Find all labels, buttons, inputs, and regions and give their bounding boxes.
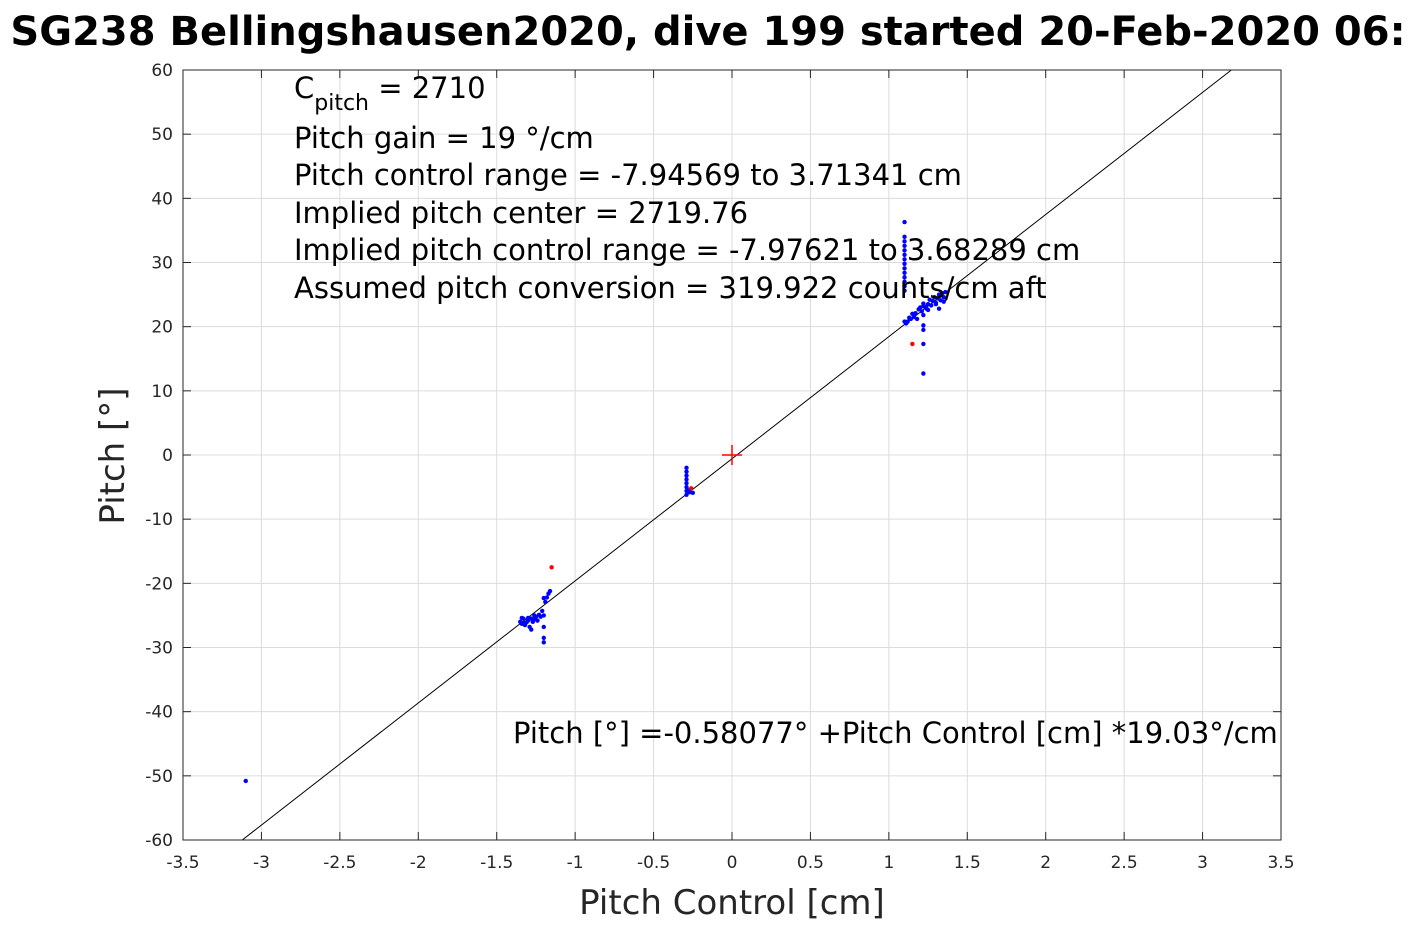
data-point <box>902 261 907 266</box>
data-point-red <box>549 565 554 570</box>
x-tick-label: -1.5 <box>480 853 513 873</box>
y-tick-label: 10 <box>151 382 173 402</box>
data-point-red <box>689 486 694 491</box>
data-point <box>519 615 525 621</box>
data-point-red <box>910 341 915 347</box>
data-point <box>529 627 534 632</box>
data-point <box>902 239 907 244</box>
data-point <box>541 635 546 641</box>
y-tick-label: -30 <box>145 639 173 659</box>
data-point <box>921 323 926 328</box>
implied-range-annotation: Implied pitch control range = -7.97621 t… <box>294 233 1080 267</box>
fit-equation-annotation: Pitch [°] =-0.58077° +Pitch Control [cm]… <box>513 716 1278 750</box>
x-tick-label: 3 <box>1197 853 1208 873</box>
y-tick-label: 30 <box>151 254 173 274</box>
center-marker <box>722 445 742 465</box>
data-point <box>902 266 907 271</box>
data-point <box>243 778 248 784</box>
data-point <box>921 341 926 347</box>
y-tick-label: 0 <box>162 446 173 466</box>
data-points <box>243 219 948 784</box>
data-point <box>921 312 926 318</box>
data-point <box>902 257 907 262</box>
x-tick-label: 2 <box>1040 853 1051 873</box>
x-tick-label: 2.5 <box>1111 853 1138 873</box>
data-point <box>925 307 931 313</box>
data-point <box>684 465 689 471</box>
data-point <box>532 613 537 618</box>
data-point <box>690 490 695 496</box>
data-point <box>684 492 689 497</box>
y-tick-label: 50 <box>151 125 173 145</box>
data-point <box>535 618 540 623</box>
data-point <box>684 481 689 486</box>
y-tick-label: -40 <box>145 703 173 723</box>
data-point <box>921 371 926 376</box>
data-point <box>541 640 546 645</box>
data-point <box>902 288 907 293</box>
y-tick-label: -60 <box>145 831 173 851</box>
x-tick-label: -0.5 <box>637 853 670 873</box>
x-tick-label: -2 <box>410 853 427 873</box>
data-point <box>902 219 907 225</box>
y-tick-label: 40 <box>151 189 173 209</box>
data-point <box>547 588 553 594</box>
x-tick-label: -3.5 <box>166 853 199 873</box>
x-tick-label: 0 <box>727 853 738 873</box>
data-point <box>933 302 939 307</box>
x-axis-label: Pitch Control [cm] <box>579 883 885 923</box>
control-range-annotation: Pitch control range = -7.94569 to 3.7134… <box>294 158 962 192</box>
y-tick-label: 60 <box>151 61 173 81</box>
x-tick-label: -2.5 <box>323 853 356 873</box>
data-point <box>541 624 546 630</box>
data-point <box>921 327 926 333</box>
data-point <box>941 294 946 300</box>
data-point <box>902 275 907 280</box>
x-tick-label: -1 <box>567 853 584 873</box>
data-point <box>540 608 545 614</box>
data-point <box>902 252 907 257</box>
data-point <box>525 615 531 621</box>
c-pitch-annotation: Cpitch = 2710 <box>294 71 486 116</box>
implied-center-annotation: Implied pitch center = 2719.76 <box>294 196 748 230</box>
data-point <box>902 279 907 284</box>
x-tick-label: -3 <box>253 853 270 873</box>
data-point <box>941 299 946 304</box>
y-axis-label: Pitch [°] <box>93 387 133 524</box>
data-point <box>902 243 907 249</box>
data-point <box>684 477 689 482</box>
data-point <box>936 306 942 311</box>
data-point <box>684 469 689 474</box>
pitch-gain-annotation: Pitch gain = 19 °/cm <box>294 121 594 155</box>
data-point <box>913 310 918 316</box>
data-point <box>914 316 920 322</box>
data-point <box>902 270 907 275</box>
data-point <box>684 473 689 478</box>
y-tick-label: -10 <box>145 510 173 530</box>
y-tick-label: -50 <box>145 767 173 787</box>
x-tick-label: 3.5 <box>1267 853 1294 873</box>
data-point <box>544 595 550 600</box>
data-point <box>919 309 924 314</box>
y-tick-label: -20 <box>145 574 173 594</box>
x-tick-label: 1.5 <box>954 853 981 873</box>
x-tick-label: 0.5 <box>797 853 824 873</box>
axes-box <box>182 69 1282 841</box>
data-point <box>902 234 907 240</box>
data-point <box>921 303 926 309</box>
axis-ticks: -3.5 -3 -2.5 -2 -1.5 -1 -0.5 0 0.5 1 1.5 2 2.5 3 3.5 -6… <box>145 61 1294 873</box>
data-point <box>943 289 948 295</box>
conversion-annotation: Assumed pitch conversion = 319.922 count… <box>294 271 1047 305</box>
data-point <box>902 284 907 289</box>
data-point <box>541 613 546 618</box>
y-tick-label: 20 <box>151 318 173 338</box>
data-point <box>905 319 910 324</box>
chart-title: SG238 Bellingshausen2020, dive 199 start… <box>10 9 1406 55</box>
data-point <box>929 303 934 308</box>
data-point <box>902 248 907 253</box>
data-point <box>522 620 528 626</box>
data-point <box>543 599 548 605</box>
x-tick-label: 1 <box>883 853 894 873</box>
